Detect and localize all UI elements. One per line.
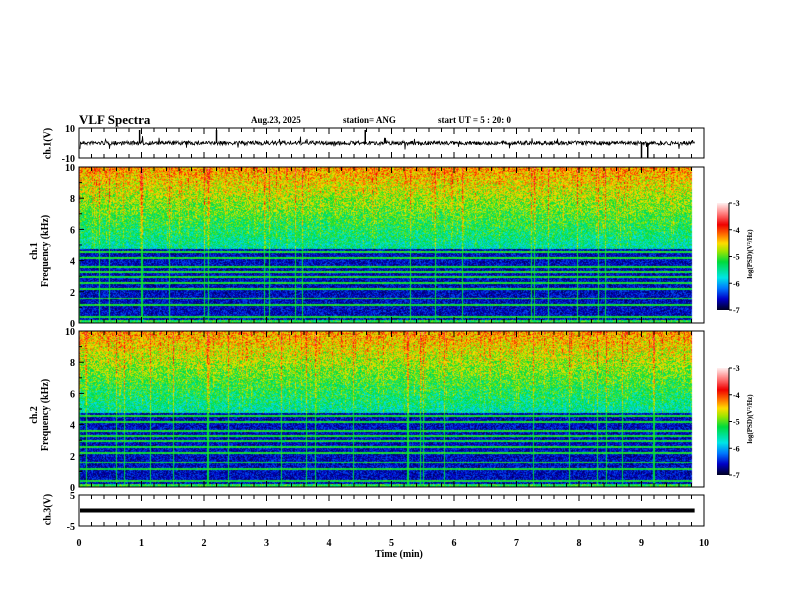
y-tick-label: 8 [70, 358, 75, 369]
frequency-label: Frequency (kHz) [40, 378, 51, 452]
y-tick-label: 10 [65, 327, 75, 338]
y-tick-label: 2 [70, 288, 75, 299]
station-label: station= ANG [343, 115, 396, 125]
colorbar-ch1-label: log(PSD)(V²/Hz) [746, 229, 754, 279]
y-tick-label: 0 [70, 483, 75, 494]
colorbar-tick-label: -6 [733, 444, 740, 453]
ch1-spec-ylabel: ch.1 Frequency (kHz) [29, 206, 51, 296]
y-tick-label: 0 [70, 319, 75, 330]
colorbar-tick-label: -7 [733, 471, 740, 480]
start-time-label: start UT = 5 : 20: 0 [438, 115, 511, 125]
x-tick-label: 4 [327, 538, 332, 549]
y-tick-label: 8 [70, 194, 75, 205]
colorbar-tick-label: -4 [733, 226, 740, 235]
y-tick-label: 4 [70, 421, 75, 432]
colorbar-tick-label: -6 [733, 279, 740, 288]
ch2-spec-ylabel: ch.2 Frequency (kHz) [29, 370, 51, 460]
x-tick-label: 8 [577, 538, 582, 549]
x-tick-label: 7 [514, 538, 519, 549]
y-tick-label: 5 [70, 491, 75, 502]
ch1-spectrogram-heatmap [79, 167, 704, 323]
y-tick-label: -5 [67, 522, 75, 533]
colorbar-tick-label: -3 [733, 364, 740, 373]
y-tick-label: 10 [65, 163, 75, 174]
colorbar-tick-label: -7 [733, 306, 740, 315]
y-tick-label: 10 [65, 124, 75, 135]
x-tick-label: 1 [139, 538, 144, 549]
frequency-label: Frequency (kHz) [40, 214, 51, 288]
colorbar-tick-label: -5 [733, 418, 740, 427]
ch1-waveform-line [79, 136, 695, 150]
ch2-label: ch.2 [29, 406, 40, 424]
panel-frame [78, 330, 705, 488]
colorbar-tick-label: -3 [733, 199, 740, 208]
y-tick-label: 2 [70, 452, 75, 463]
y-tick-label: 4 [70, 257, 75, 268]
x-tick-label: 2 [202, 538, 207, 549]
ch1-label: ch.1 [29, 242, 40, 260]
ch1-wave-ylabel: ch.1(V) [42, 127, 54, 160]
colorbar-ch1 [717, 203, 729, 310]
colorbar-ch2 [717, 368, 729, 475]
y-tick-label: 6 [70, 389, 75, 400]
ch3-wave-ylabel: ch.3(V) [42, 493, 54, 526]
colorbar-tick-label: -5 [733, 253, 740, 262]
x-axis-label: Time (min) [375, 549, 423, 560]
x-tick-label: 5 [389, 538, 394, 549]
x-tick-label: 10 [699, 538, 709, 549]
y-tick-label: 6 [70, 225, 75, 236]
figure-title: VLF Spectra [79, 112, 151, 127]
colorbar-ch2-label: log(PSD)(V²/Hz) [746, 394, 754, 444]
date-label: Aug.23, 2025 [251, 115, 301, 125]
x-tick-label: 0 [77, 538, 82, 549]
y-tick-label: -10 [62, 154, 75, 165]
colorbar-tick-label: -4 [733, 391, 740, 400]
x-tick-label: 6 [452, 538, 457, 549]
ch2-spectrogram-heatmap [79, 331, 704, 487]
x-tick-label: 3 [264, 538, 269, 549]
x-tick-label: 9 [639, 538, 644, 549]
panel-frame [78, 166, 705, 324]
